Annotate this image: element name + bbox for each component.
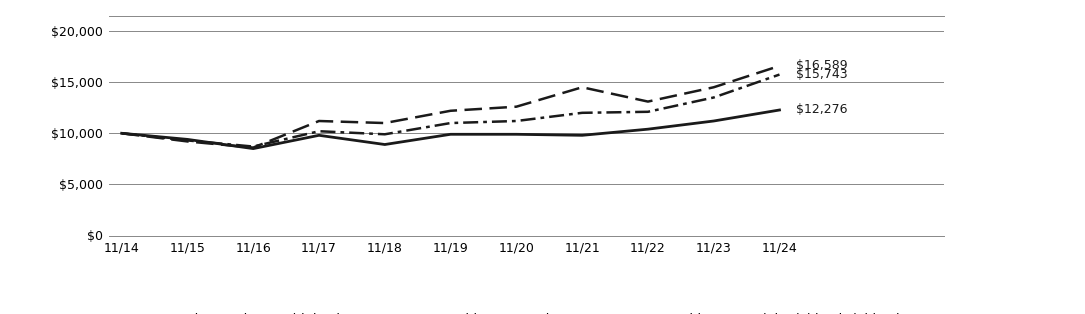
Text: $15,743: $15,743 bbox=[796, 68, 847, 81]
Text: $16,589: $16,589 bbox=[796, 59, 847, 73]
Text: $12,276: $12,276 bbox=[796, 104, 847, 116]
Legend: Class C Shares with load, MSCI World ex USA Index, MSCI World ex USA High Divide: Class C Shares with load, MSCI World ex … bbox=[133, 308, 919, 314]
